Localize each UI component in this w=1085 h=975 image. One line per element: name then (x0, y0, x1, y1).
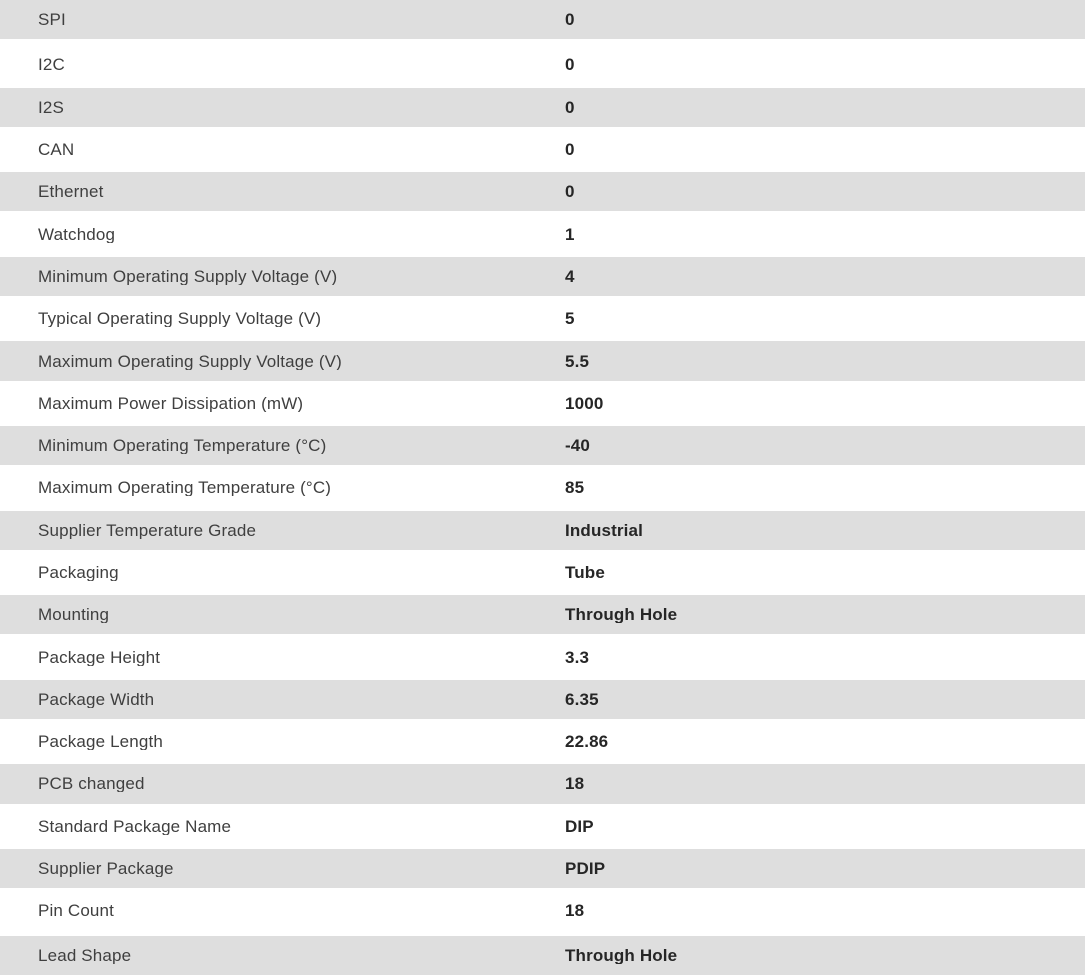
spec-row: Lead Shape Through Hole (0, 931, 1085, 975)
spec-label: PCB changed (38, 775, 145, 793)
spec-value: 0 (565, 11, 575, 29)
spec-row: Ethernet 0 (0, 169, 1085, 214)
spec-label: Minimum Operating Temperature (°C) (38, 437, 327, 455)
spec-row: I2C 0 (0, 45, 1085, 84)
spec-row: Maximum Power Dissipation (mW) 1000 (0, 384, 1085, 423)
spec-value: 5.5 (565, 352, 590, 370)
spec-label: Package Width (38, 690, 155, 708)
spec-row: Standard Package Name DIP (0, 807, 1085, 846)
spec-value: 85 (565, 479, 585, 497)
spec-row: Package Length 22.86 (0, 722, 1085, 761)
spec-value: Industrial (565, 521, 644, 539)
spec-label: Maximum Operating Temperature (°C) (38, 479, 332, 497)
spec-value: Tube (565, 564, 605, 581)
spec-label: Watchdog (38, 225, 116, 243)
spec-label: Minimum Operating Supply Voltage (V) (38, 267, 338, 285)
spec-row: PCB changed 18 (0, 761, 1085, 806)
spec-value: 0 (565, 98, 575, 116)
spec-row: Watchdog 1 (0, 214, 1085, 253)
spec-label: Lead Shape (38, 946, 132, 964)
spec-value: 4 (565, 267, 575, 285)
spec-label: Standard Package Name (38, 817, 232, 835)
spec-label: Mounting (38, 606, 110, 624)
spec-value: 1 (565, 225, 575, 243)
spec-label: I2C (38, 56, 65, 74)
spec-label: Typical Operating Supply Voltage (V) (38, 310, 322, 328)
spec-row: Package Height 3.3 (0, 637, 1085, 676)
spec-row: Supplier Temperature Grade Industrial (0, 508, 1085, 553)
spec-value: 1000 (565, 394, 604, 412)
spec-label: CAN (38, 141, 75, 159)
spec-label: Pin Count (38, 902, 115, 920)
spec-row: Minimum Operating Temperature (°C) -40 (0, 423, 1085, 468)
spec-label: Ethernet (38, 183, 104, 201)
spec-value: Through Hole (565, 946, 678, 964)
spec-value: PDIP (565, 860, 606, 878)
spec-row: Pin Count 18 (0, 891, 1085, 930)
spec-label: Maximum Operating Supply Voltage (V) (38, 352, 342, 370)
spec-value: 3.3 (565, 648, 590, 666)
spec-row: Package Width 6.35 (0, 677, 1085, 722)
spec-row: Typical Operating Supply Voltage (V) 5 (0, 299, 1085, 338)
spec-label: SPI (38, 11, 66, 29)
spec-label: I2S (38, 98, 64, 116)
spec-row: Minimum Operating Supply Voltage (V) 4 (0, 254, 1085, 299)
spec-row: Maximum Operating Temperature (°C) 85 (0, 468, 1085, 507)
spec-label: Package Height (38, 648, 161, 666)
spec-value: Through Hole (565, 606, 678, 624)
spec-label: Package Length (38, 733, 163, 751)
spec-value: 0 (565, 56, 575, 74)
spec-value: 0 (565, 141, 575, 159)
spec-row: Packaging Tube (0, 553, 1085, 592)
spec-value: 18 (565, 902, 585, 920)
spec-row: Maximum Operating Supply Voltage (V) 5.5 (0, 338, 1085, 383)
spec-value: 22.86 (565, 733, 609, 751)
spec-value: 6.35 (565, 690, 599, 708)
spec-label: Supplier Temperature Grade (38, 521, 257, 539)
spec-row: Mounting Through Hole (0, 592, 1085, 637)
spec-row: CAN 0 (0, 130, 1085, 169)
spec-label: Packaging (38, 564, 119, 581)
spec-value: 5 (565, 310, 575, 328)
spec-value: 18 (565, 775, 585, 793)
spec-row: Supplier Package PDIP (0, 846, 1085, 891)
spec-row: SPI 0 (0, 0, 1085, 45)
spec-row: I2S 0 (0, 85, 1085, 130)
spec-label: Supplier Package (38, 860, 174, 878)
spec-value: DIP (565, 817, 594, 835)
spec-value: 0 (565, 183, 575, 201)
spec-value: -40 (565, 437, 591, 455)
spec-label: Maximum Power Dissipation (mW) (38, 394, 304, 412)
